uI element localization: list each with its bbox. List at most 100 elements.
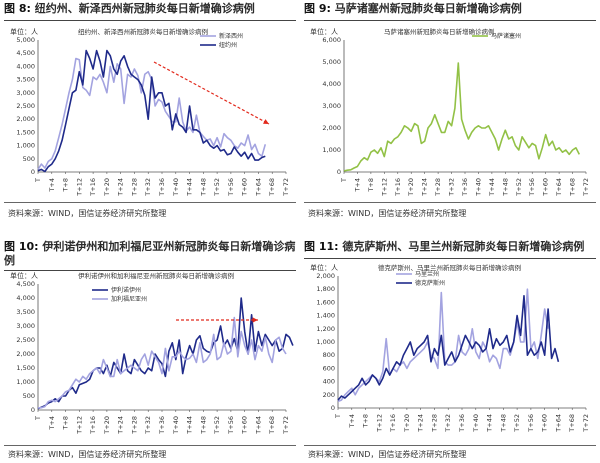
x-tick-label: T+24	[117, 416, 125, 435]
inner-chart-title: 纽约州、新泽西州新冠肺炎每日新增确诊病例	[78, 27, 208, 36]
x-tick-label: T+36	[461, 178, 469, 197]
y-tick-label: 1,200	[316, 325, 335, 333]
panel-fig11: 图 11: 德克萨斯州、马里兰州新冠肺炎每日新增确诊病例 单位：人 德克萨斯州、马…	[304, 240, 596, 462]
x-tick-label: T+12	[375, 414, 383, 433]
x-tick-label: T+56	[227, 178, 235, 197]
figure-title: 图 8: 纽约州、新泽西州新冠肺炎每日新增确诊病例	[4, 2, 255, 15]
x-tick-label: T+28	[130, 416, 138, 435]
source-note: 资料来源：WIND，国信证券经济研究所整理	[308, 450, 467, 459]
y-tick-label: 2,500	[16, 336, 35, 344]
chart-fig9: 单位：人 马萨诸塞州新冠肺炎每日新增确诊病例 0 1,000 2,000 3,000 4,0…	[310, 27, 590, 197]
y-tick-label: 2,000	[16, 115, 35, 123]
x-tick-label: T+52	[213, 178, 221, 197]
x-tick-label: T+8	[62, 178, 70, 193]
y-tick-label: 1,500	[16, 128, 35, 136]
unit-label: 单位：人	[10, 271, 38, 280]
series-line-1	[38, 316, 287, 409]
x-tick-label: T+48	[499, 414, 507, 433]
y-tick-label: 1,400	[316, 312, 335, 320]
x-tick-label: T+28	[434, 178, 442, 197]
x-tick-label: T+64	[254, 178, 262, 197]
y-tick-label: 3,000	[16, 89, 35, 97]
y-tick-label: 1,000	[316, 338, 335, 346]
y-tick-label: 0	[331, 404, 335, 412]
unit-label: 单位：人	[310, 27, 338, 36]
unit-label: 单位：人	[310, 263, 338, 272]
trend-arrow-head	[252, 317, 258, 323]
x-tick-label: T+4	[348, 414, 356, 429]
legend-label: 马萨诸塞州	[491, 32, 521, 40]
y-tick-label: 3,000	[16, 322, 35, 330]
bottom-rule	[304, 202, 596, 203]
x-tick-label: T+52	[515, 178, 523, 197]
source-note: 资料来源：WIND，国信证券经济研究所整理	[8, 209, 167, 218]
x-tick-label: T+48	[199, 178, 207, 197]
y-tick-label: 3,000	[322, 102, 341, 110]
x-tick-label: T+12	[75, 416, 83, 435]
x-tick-label: T+44	[486, 414, 494, 433]
x-tick-label: T+68	[268, 178, 276, 197]
x-tick-label: T+56	[527, 414, 535, 433]
y-tick-label: 500	[23, 155, 35, 163]
figure-title: 图 11: 德克萨斯州、马里兰州新冠肺炎每日新增确诊病例	[304, 240, 585, 253]
x-tick-label: T+32	[448, 178, 456, 197]
legend-label: 马里兰州	[415, 270, 439, 278]
legend-label: 纽约州	[219, 41, 237, 49]
inner-chart-title: 德克萨斯州、马里兰州新冠肺炎每日新增确诊病例	[378, 263, 521, 272]
x-tick-label: T+72	[582, 414, 590, 433]
x-tick-label: T+72	[582, 178, 590, 197]
x-tick-label: T+20	[103, 416, 111, 435]
x-tick-label: T+8	[362, 414, 370, 429]
x-tick-label: T+64	[254, 416, 262, 435]
x-tick-label: T+20	[407, 178, 415, 197]
x-tick-label: T+24	[421, 178, 429, 197]
y-tick-label: 1,800	[316, 285, 335, 293]
chart-fig10: 单位：人 伊利诺伊州和加利福尼亚州新冠肺炎每日新增确诊病例 0 500 1,000 1,5…	[10, 271, 294, 435]
title-rule	[304, 20, 596, 21]
y-tick-label: 5,000	[322, 58, 341, 66]
legend-label: 新泽西州	[219, 32, 243, 40]
x-tick-label: T+28	[130, 178, 138, 197]
x-tick-label: T+32	[144, 416, 152, 435]
inner-chart-title: 马萨诸塞州新冠肺炎每日新增确诊病例	[384, 27, 495, 36]
legend-label: 德克萨斯州	[415, 279, 445, 287]
figure-title: 图 9: 马萨诸塞州新冠肺炎每日新增确诊病例	[304, 2, 522, 15]
x-tick-label: T+16	[394, 178, 402, 197]
x-tick-label: T+12	[380, 178, 388, 197]
x-tick-label: T+60	[241, 416, 249, 435]
x-tick-label: T+8	[62, 416, 70, 431]
x-tick-label: T+36	[158, 178, 166, 197]
x-tick-label: T+40	[172, 178, 180, 197]
x-tick-label: T+16	[89, 416, 97, 435]
x-tick-label: T+44	[186, 416, 194, 435]
x-tick-label: T+12	[75, 178, 83, 197]
bottom-rule	[4, 445, 296, 446]
y-tick-label: 2,500	[16, 102, 35, 110]
x-tick-label: T+4	[48, 416, 56, 431]
x-tick-label: T+40	[472, 414, 480, 433]
x-tick-label: T	[340, 178, 348, 183]
y-tick-label: 2,000	[322, 124, 341, 132]
x-tick-label: T+40	[474, 178, 482, 197]
x-tick-label: T+24	[117, 178, 125, 197]
x-tick-label: T	[34, 416, 42, 421]
y-tick-label: 4,000	[16, 62, 35, 70]
legend-label: 伊利诺伊州	[111, 286, 141, 294]
y-tick-label: 4,500	[16, 49, 35, 57]
y-tick-label: 500	[23, 392, 35, 400]
x-tick-label: T+16	[389, 414, 397, 433]
x-tick-label: T+68	[268, 416, 276, 435]
x-tick-label: T+52	[513, 414, 521, 433]
x-tick-label: T	[34, 178, 42, 183]
x-tick-label: T+60	[241, 178, 249, 197]
figure-title: 图 10: 伊利诺伊州和加利福尼亚州新冠肺炎每日新增确诊病例	[4, 240, 296, 267]
y-tick-label: 1,000	[16, 378, 35, 386]
x-tick-label: T+24	[417, 414, 425, 433]
x-tick-label: T+52	[213, 416, 221, 435]
y-tick-label: 1,000	[322, 146, 341, 154]
x-tick-label: T+4	[48, 178, 56, 193]
x-tick-label: T+44	[488, 178, 496, 197]
bottom-rule	[304, 445, 596, 446]
x-tick-label: T+48	[199, 416, 207, 435]
x-tick-label: T+20	[403, 414, 411, 433]
